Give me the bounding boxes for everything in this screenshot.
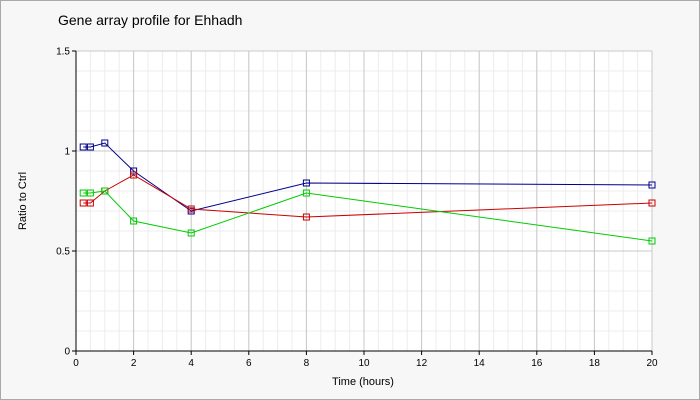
data-point-marker xyxy=(101,139,109,147)
data-point-marker xyxy=(648,181,656,189)
x-tick-label: 14 xyxy=(474,358,486,369)
x-axis-title: Time (hours) xyxy=(332,376,394,388)
data-point-marker xyxy=(130,217,138,225)
series-line-3 xyxy=(83,190,653,242)
data-point-marker xyxy=(302,179,310,187)
data-point-marker xyxy=(86,199,94,207)
chart-title: Gene array profile for Ehhadh xyxy=(58,12,243,28)
data-point-marker xyxy=(79,199,87,207)
data-point-marker xyxy=(130,167,138,175)
x-tick-label: 12 xyxy=(416,358,428,369)
data-point-marker xyxy=(86,189,94,197)
data-point-marker xyxy=(648,199,656,207)
data-point-marker xyxy=(302,213,310,221)
data-point-marker xyxy=(86,143,94,151)
data-point-marker xyxy=(130,171,138,179)
x-tick-label: 20 xyxy=(646,358,658,369)
data-point-marker xyxy=(79,189,87,197)
y-tick-label: 1.5 xyxy=(56,47,70,58)
data-point-marker xyxy=(187,229,195,237)
y-tick-label: 1 xyxy=(64,147,70,158)
y-tick-label: 0.5 xyxy=(56,247,70,258)
data-point-marker xyxy=(101,187,109,195)
data-point-marker xyxy=(79,143,87,151)
series-line-2 xyxy=(83,174,653,218)
x-tick-label: 4 xyxy=(188,358,194,369)
x-tick-label: 6 xyxy=(246,358,252,369)
y-tick-label: 0 xyxy=(64,347,70,358)
data-point-marker xyxy=(302,189,310,197)
x-tick-label: 10 xyxy=(358,358,370,369)
x-tick-label: 16 xyxy=(531,358,543,369)
y-axis-title: Ratio to Ctrl xyxy=(17,172,29,230)
series-line-1 xyxy=(83,142,653,212)
x-tick-label: 18 xyxy=(589,358,601,369)
x-tick-label: 0 xyxy=(73,358,79,369)
x-tick-label: 2 xyxy=(131,358,137,369)
data-point-marker xyxy=(648,237,656,245)
x-tick-label: 8 xyxy=(304,358,310,369)
data-point-marker xyxy=(187,205,195,213)
